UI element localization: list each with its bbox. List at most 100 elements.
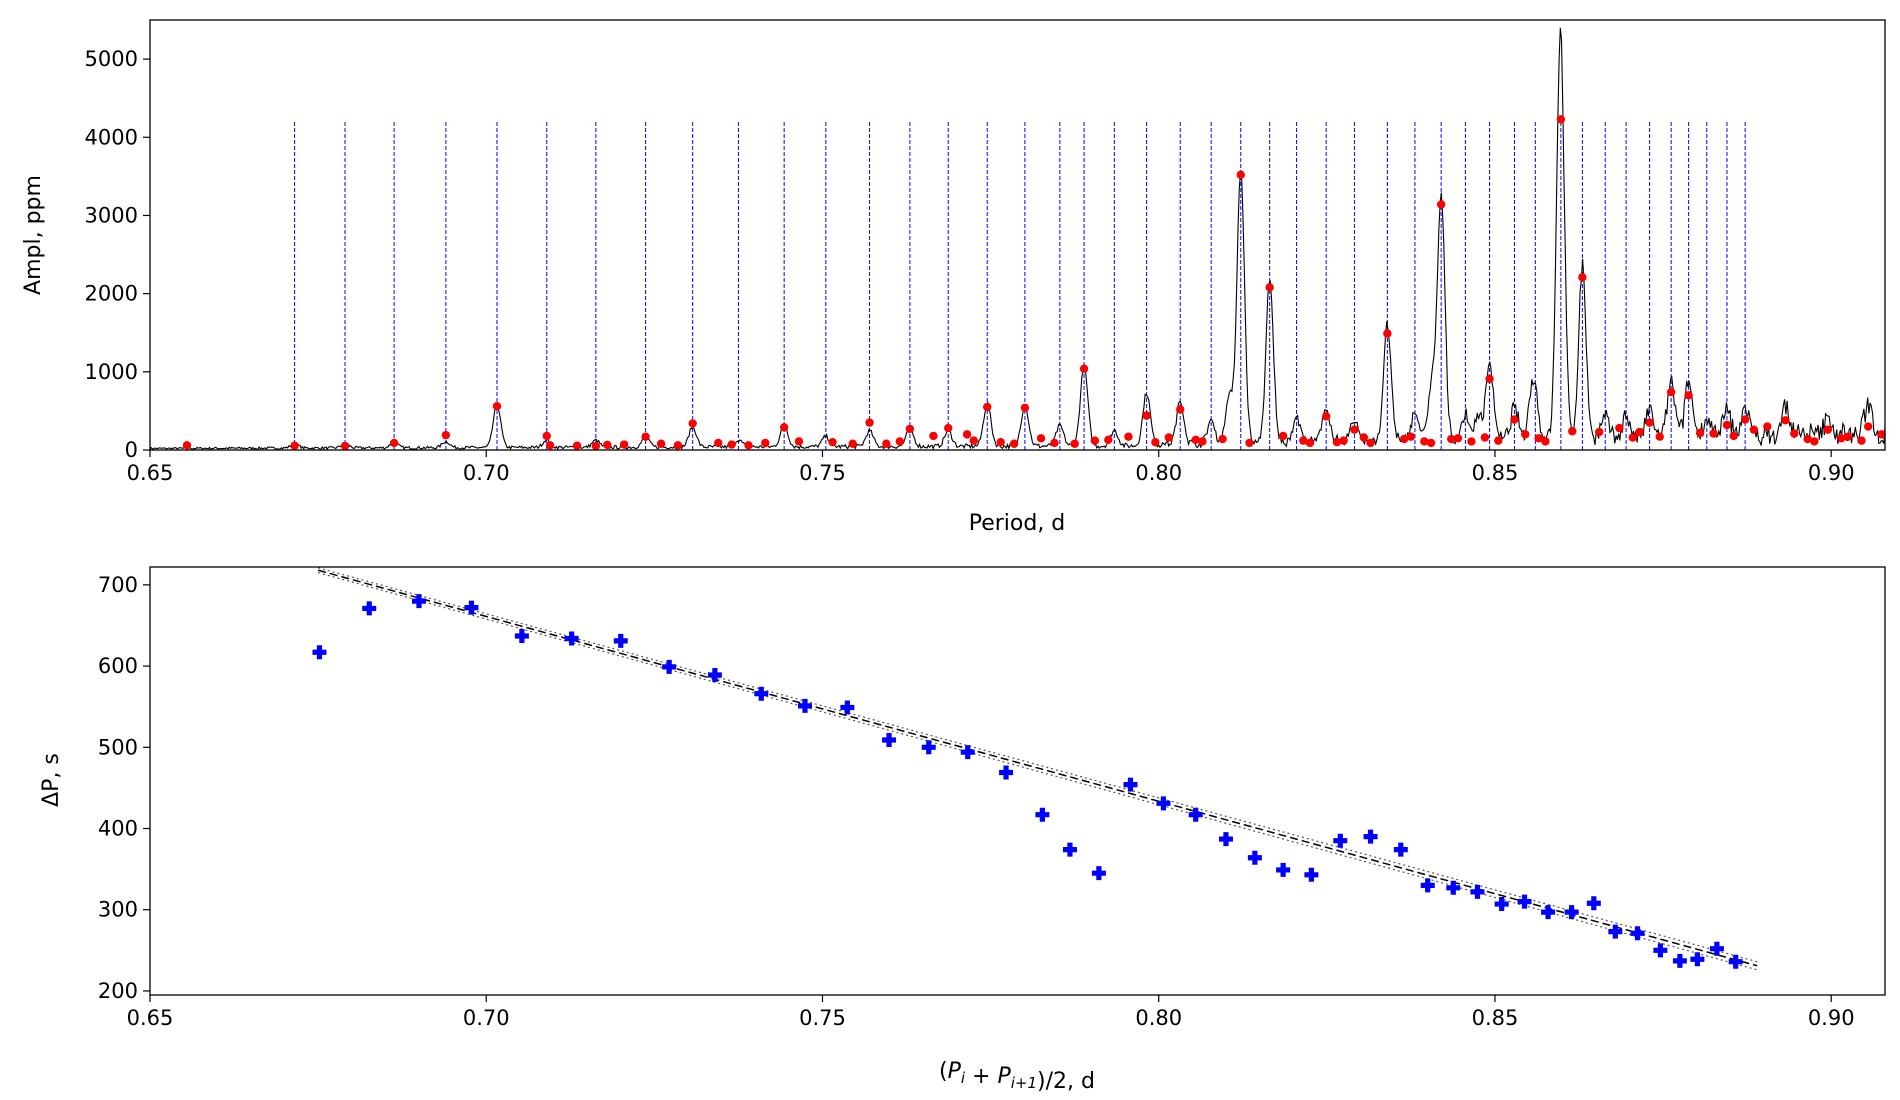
detected-frequency-point xyxy=(1480,433,1490,442)
detected-frequency-point xyxy=(1299,436,1308,445)
period-spacing-point xyxy=(1564,905,1579,920)
period-spacing-point xyxy=(411,594,426,609)
detected-frequency-point xyxy=(182,441,192,450)
detected-frequency-point xyxy=(1823,425,1833,434)
detected-frequency-point xyxy=(1036,434,1046,443)
detected-frequency-point xyxy=(882,439,891,448)
detected-frequency-point xyxy=(1079,364,1089,373)
detected-frequency-point xyxy=(761,438,770,448)
detected-frequency-point xyxy=(1420,437,1429,446)
detected-frequency-point xyxy=(1467,437,1476,446)
period-spacing-point xyxy=(797,698,812,713)
period-spacing-x-tick-label: 0.90 xyxy=(1808,1006,1855,1030)
detected-frequency-point xyxy=(1151,437,1160,447)
period-spacing-point xyxy=(1123,777,1138,792)
fit-bound-lower-line xyxy=(317,572,1758,971)
detected-frequency-point xyxy=(1090,436,1100,445)
detected-frequency-point xyxy=(1359,433,1369,442)
period-spacing-y-tick-label: 700 xyxy=(98,573,138,597)
period-spacing-point xyxy=(754,686,769,701)
period-spacing-x-tick-label: 0.85 xyxy=(1472,1006,1519,1030)
period-spacing-y-tick-label: 500 xyxy=(98,735,138,759)
period-spacing-point xyxy=(1091,866,1106,881)
spectrum-x-axis-label: Period, d xyxy=(969,511,1066,536)
detected-frequency-point xyxy=(714,438,723,448)
spectrum-y-tick-label: 3000 xyxy=(85,203,138,227)
detected-frequency-point xyxy=(1050,438,1059,448)
detected-frequency-point xyxy=(1332,437,1342,447)
period-spacing-point xyxy=(999,765,1014,780)
detected-frequency-point xyxy=(673,441,683,450)
detected-frequency-point xyxy=(1578,273,1587,282)
detected-frequency-point xyxy=(545,441,555,450)
detected-frequency-point xyxy=(969,436,978,445)
spectrum-x-tick-label: 0.90 xyxy=(1808,461,1855,485)
spectrum-y-tick-label: 2000 xyxy=(85,282,138,306)
detected-frequency-point xyxy=(1436,200,1446,209)
detected-frequency-point xyxy=(1729,431,1738,441)
detected-frequency-point xyxy=(1556,115,1566,124)
period-spacing-point xyxy=(882,732,897,747)
detected-frequency-point xyxy=(1877,430,1886,439)
detected-frequency-point xyxy=(1339,436,1348,445)
detected-frequency-point xyxy=(1406,432,1416,441)
detected-frequency-point xyxy=(1453,434,1463,443)
period-spacing-point xyxy=(1393,842,1408,857)
period-spacing-point xyxy=(960,745,975,760)
period-spacing-point xyxy=(840,700,855,715)
period-spacing-point xyxy=(1304,867,1319,882)
detected-frequency-point xyxy=(1236,170,1245,179)
period-spacing-point xyxy=(1035,807,1050,822)
period-spacing-point xyxy=(1156,796,1171,811)
detected-frequency-point xyxy=(1176,405,1185,414)
detected-frequency-point xyxy=(1837,434,1846,443)
detected-frequency-point xyxy=(441,430,451,440)
spectrum-y-ticks: 0 1000 2000 3000 4000 5000 xyxy=(85,47,150,462)
detected-frequency-point xyxy=(1485,374,1494,384)
spectrum-x-tick-label: 0.65 xyxy=(127,461,174,485)
detected-frequency-points xyxy=(182,115,1886,451)
detected-frequency-point xyxy=(794,437,804,446)
detected-frequency-point xyxy=(591,441,601,451)
detected-frequency-point xyxy=(1278,431,1288,441)
period-spacing-point xyxy=(362,601,377,616)
detected-frequency-point xyxy=(1142,411,1151,420)
detected-frequency-point xyxy=(1790,429,1799,438)
spectrum-plot-area xyxy=(150,20,1885,450)
detected-frequency-point xyxy=(1191,435,1200,445)
detected-frequency-point xyxy=(1684,391,1693,400)
period-spacing-point xyxy=(613,633,628,648)
spectrum-y-axis-label: Ampl, ppm xyxy=(21,175,46,295)
spectrum-x-tick-label: 0.70 xyxy=(463,461,510,485)
detected-frequency-point xyxy=(1494,436,1503,445)
detected-frequency-point xyxy=(1009,439,1019,448)
detected-frequency-point xyxy=(1510,415,1519,424)
period-spacing-x-tick-label: 0.75 xyxy=(799,1006,846,1030)
period-spacing-point xyxy=(1630,926,1645,941)
detected-frequency-point xyxy=(779,423,789,432)
detected-frequency-point xyxy=(603,440,612,450)
period-spacing-point xyxy=(312,645,327,660)
detected-frequency-point xyxy=(983,402,992,412)
detected-frequency-point xyxy=(1628,433,1638,442)
detected-frequency-point xyxy=(1749,425,1759,434)
detected-frequency-point xyxy=(1594,427,1604,437)
spectrum-x-tick-label: 0.75 xyxy=(799,461,846,485)
period-spacing-point xyxy=(1247,850,1262,865)
period-spacing-x-tick-label: 0.70 xyxy=(463,1006,510,1030)
detected-frequency-point xyxy=(1383,329,1392,338)
detected-frequency-point xyxy=(1740,415,1750,424)
period-spacing-point xyxy=(921,740,936,755)
detected-frequency-point xyxy=(1541,437,1550,446)
detected-frequency-point xyxy=(929,431,938,441)
period-spacing-point xyxy=(1188,807,1203,822)
period-spacing-point xyxy=(1541,905,1556,920)
period-spacing-y-tick-label: 200 xyxy=(98,979,138,1003)
spectrum-y-tick-label: 1000 xyxy=(85,360,138,384)
detected-frequency-point xyxy=(1245,438,1254,448)
period-spacing-point xyxy=(1420,878,1435,893)
period-spacing-point xyxy=(707,668,722,683)
detected-frequency-point xyxy=(389,438,399,448)
detected-frequency-point xyxy=(1020,403,1030,412)
